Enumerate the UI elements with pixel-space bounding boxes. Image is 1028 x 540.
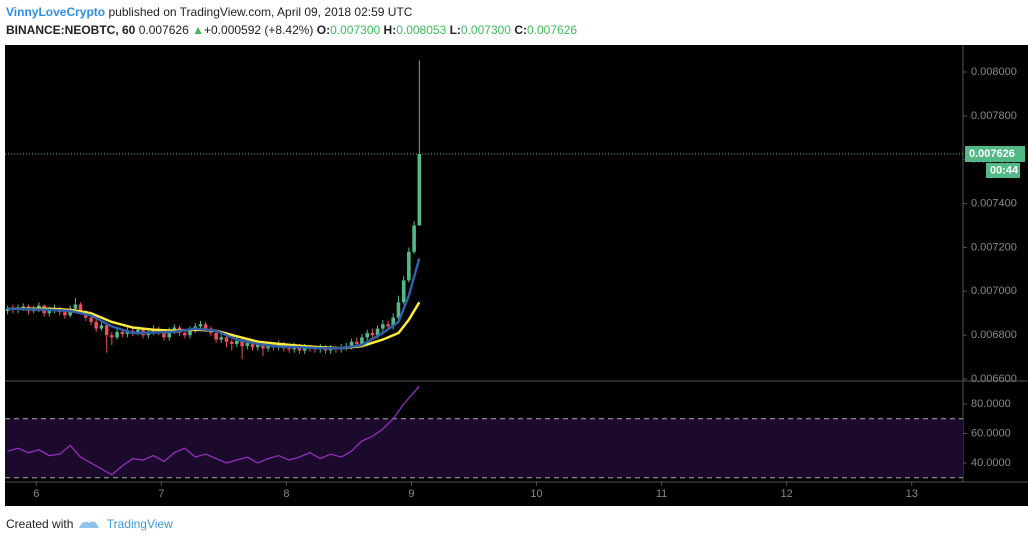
candle-body (266, 345, 270, 349)
candle-body (375, 328, 380, 336)
candle-body (245, 342, 250, 347)
o-label: O: (316, 23, 331, 37)
candle-body (188, 329, 192, 336)
h-label: H: (383, 23, 397, 37)
y-tick-label: 0.008000 (971, 66, 1017, 78)
candle-body (386, 324, 390, 327)
x-tick-label: 9 (408, 488, 414, 500)
candle-body (203, 324, 208, 329)
last-price-box (965, 146, 1025, 163)
y-tick-label: 40.0000 (971, 457, 1011, 469)
candle-body (255, 343, 260, 348)
l-label: L: (449, 23, 461, 37)
candle-body (396, 302, 401, 318)
candle-body (110, 335, 114, 338)
header: VinnyLoveCrypto published on TradingView… (6, 3, 577, 39)
x-tick-label: 13 (906, 488, 918, 500)
up-arrow: ▲ (192, 23, 204, 37)
c: 0.007626 (527, 23, 578, 37)
candle-body (355, 341, 359, 344)
o: 0.007300 (330, 23, 381, 37)
y-tick-label: 0.006600 (971, 373, 1017, 385)
line-series (7, 385, 420, 476)
candle-body (78, 304, 83, 312)
candle-body (47, 309, 52, 314)
candle-body (99, 325, 104, 329)
candle-body (401, 280, 406, 303)
candle-body (21, 306, 26, 308)
y-tick-label: 0.007000 (971, 285, 1017, 297)
y-tick-label: 60.0000 (971, 427, 1011, 439)
candle-body (73, 304, 78, 309)
x-tick-label: 10 (530, 488, 542, 500)
x-tick-label: 11 (656, 488, 667, 500)
candle-body (94, 322, 98, 329)
candle-body (250, 342, 255, 348)
footer: Created with TradingView (6, 514, 173, 531)
header-line-2: BINANCE:NEOBTC, 60 0.007626 ▲+0.000592 (… (6, 21, 577, 39)
candle-body (261, 343, 265, 349)
published: published on TradingView.com, April 09, … (108, 5, 413, 19)
y-tick-label: 0.007800 (971, 110, 1017, 122)
countdown-box (986, 163, 1020, 179)
last: 0.007626 (138, 23, 189, 37)
y-tick-label: 0.007200 (971, 241, 1017, 253)
candle-body (391, 317, 396, 327)
candle-body (214, 332, 218, 340)
author[interactable]: VinnyLoveCrypto (6, 5, 106, 19)
candle-body (89, 317, 93, 323)
created: Created with (6, 517, 74, 531)
line-series (7, 301, 421, 350)
y-tick-label: 80.0000 (971, 398, 1011, 410)
candle-body (63, 312, 67, 316)
header-line-1: VinnyLoveCrypto published on TradingView… (6, 3, 577, 21)
last-price-label: 0.007626 (969, 148, 1015, 160)
y-tick-label: 0.006800 (971, 329, 1017, 341)
candle-body (115, 331, 119, 338)
candle-body (104, 325, 109, 336)
logo (78, 521, 99, 528)
band (5, 418, 963, 478)
candle-body (417, 154, 422, 226)
countdown-label: 00:44 (990, 164, 1019, 176)
candle-body (162, 331, 166, 338)
y-tick-label: 0.007400 (971, 197, 1017, 209)
line-series (7, 258, 421, 350)
candle-body (198, 324, 203, 327)
x-tick-label: 6 (33, 488, 39, 500)
brand[interactable]: TradingView (106, 517, 173, 531)
candle-body (146, 332, 151, 336)
x-tick-label: 7 (158, 488, 164, 500)
candle-body (240, 340, 244, 347)
symbol: BINANCE:NEOBTC, 60 (6, 23, 136, 37)
candle-body (183, 332, 187, 336)
change: +0.000592 (+8.42%) (204, 23, 314, 37)
candle-body (349, 341, 354, 347)
c-label: C: (514, 23, 527, 37)
candle-body (172, 327, 177, 331)
candle-body (412, 225, 416, 252)
chart: 0.006600 0.006800 0.007000 0.007200 0.007400… (5, 45, 1028, 506)
candle-body (381, 324, 385, 329)
candle-body (136, 329, 140, 333)
candle-body (302, 347, 307, 351)
x-tick-label: 12 (781, 488, 793, 500)
candle-body (370, 332, 375, 336)
h: 0.008053 (396, 23, 447, 37)
candle-body (287, 348, 291, 350)
candle-body (219, 337, 224, 340)
x-tick-label: 8 (283, 488, 289, 500)
l: 0.007300 (460, 23, 511, 37)
candle-body (120, 331, 125, 335)
candle-body (235, 340, 239, 344)
candle-body (224, 337, 229, 342)
candle-body (365, 332, 369, 338)
candle-body (360, 337, 364, 344)
candle-body (37, 305, 41, 309)
candle-body (167, 330, 172, 338)
candle-body (407, 251, 411, 281)
candle-body (229, 341, 234, 344)
